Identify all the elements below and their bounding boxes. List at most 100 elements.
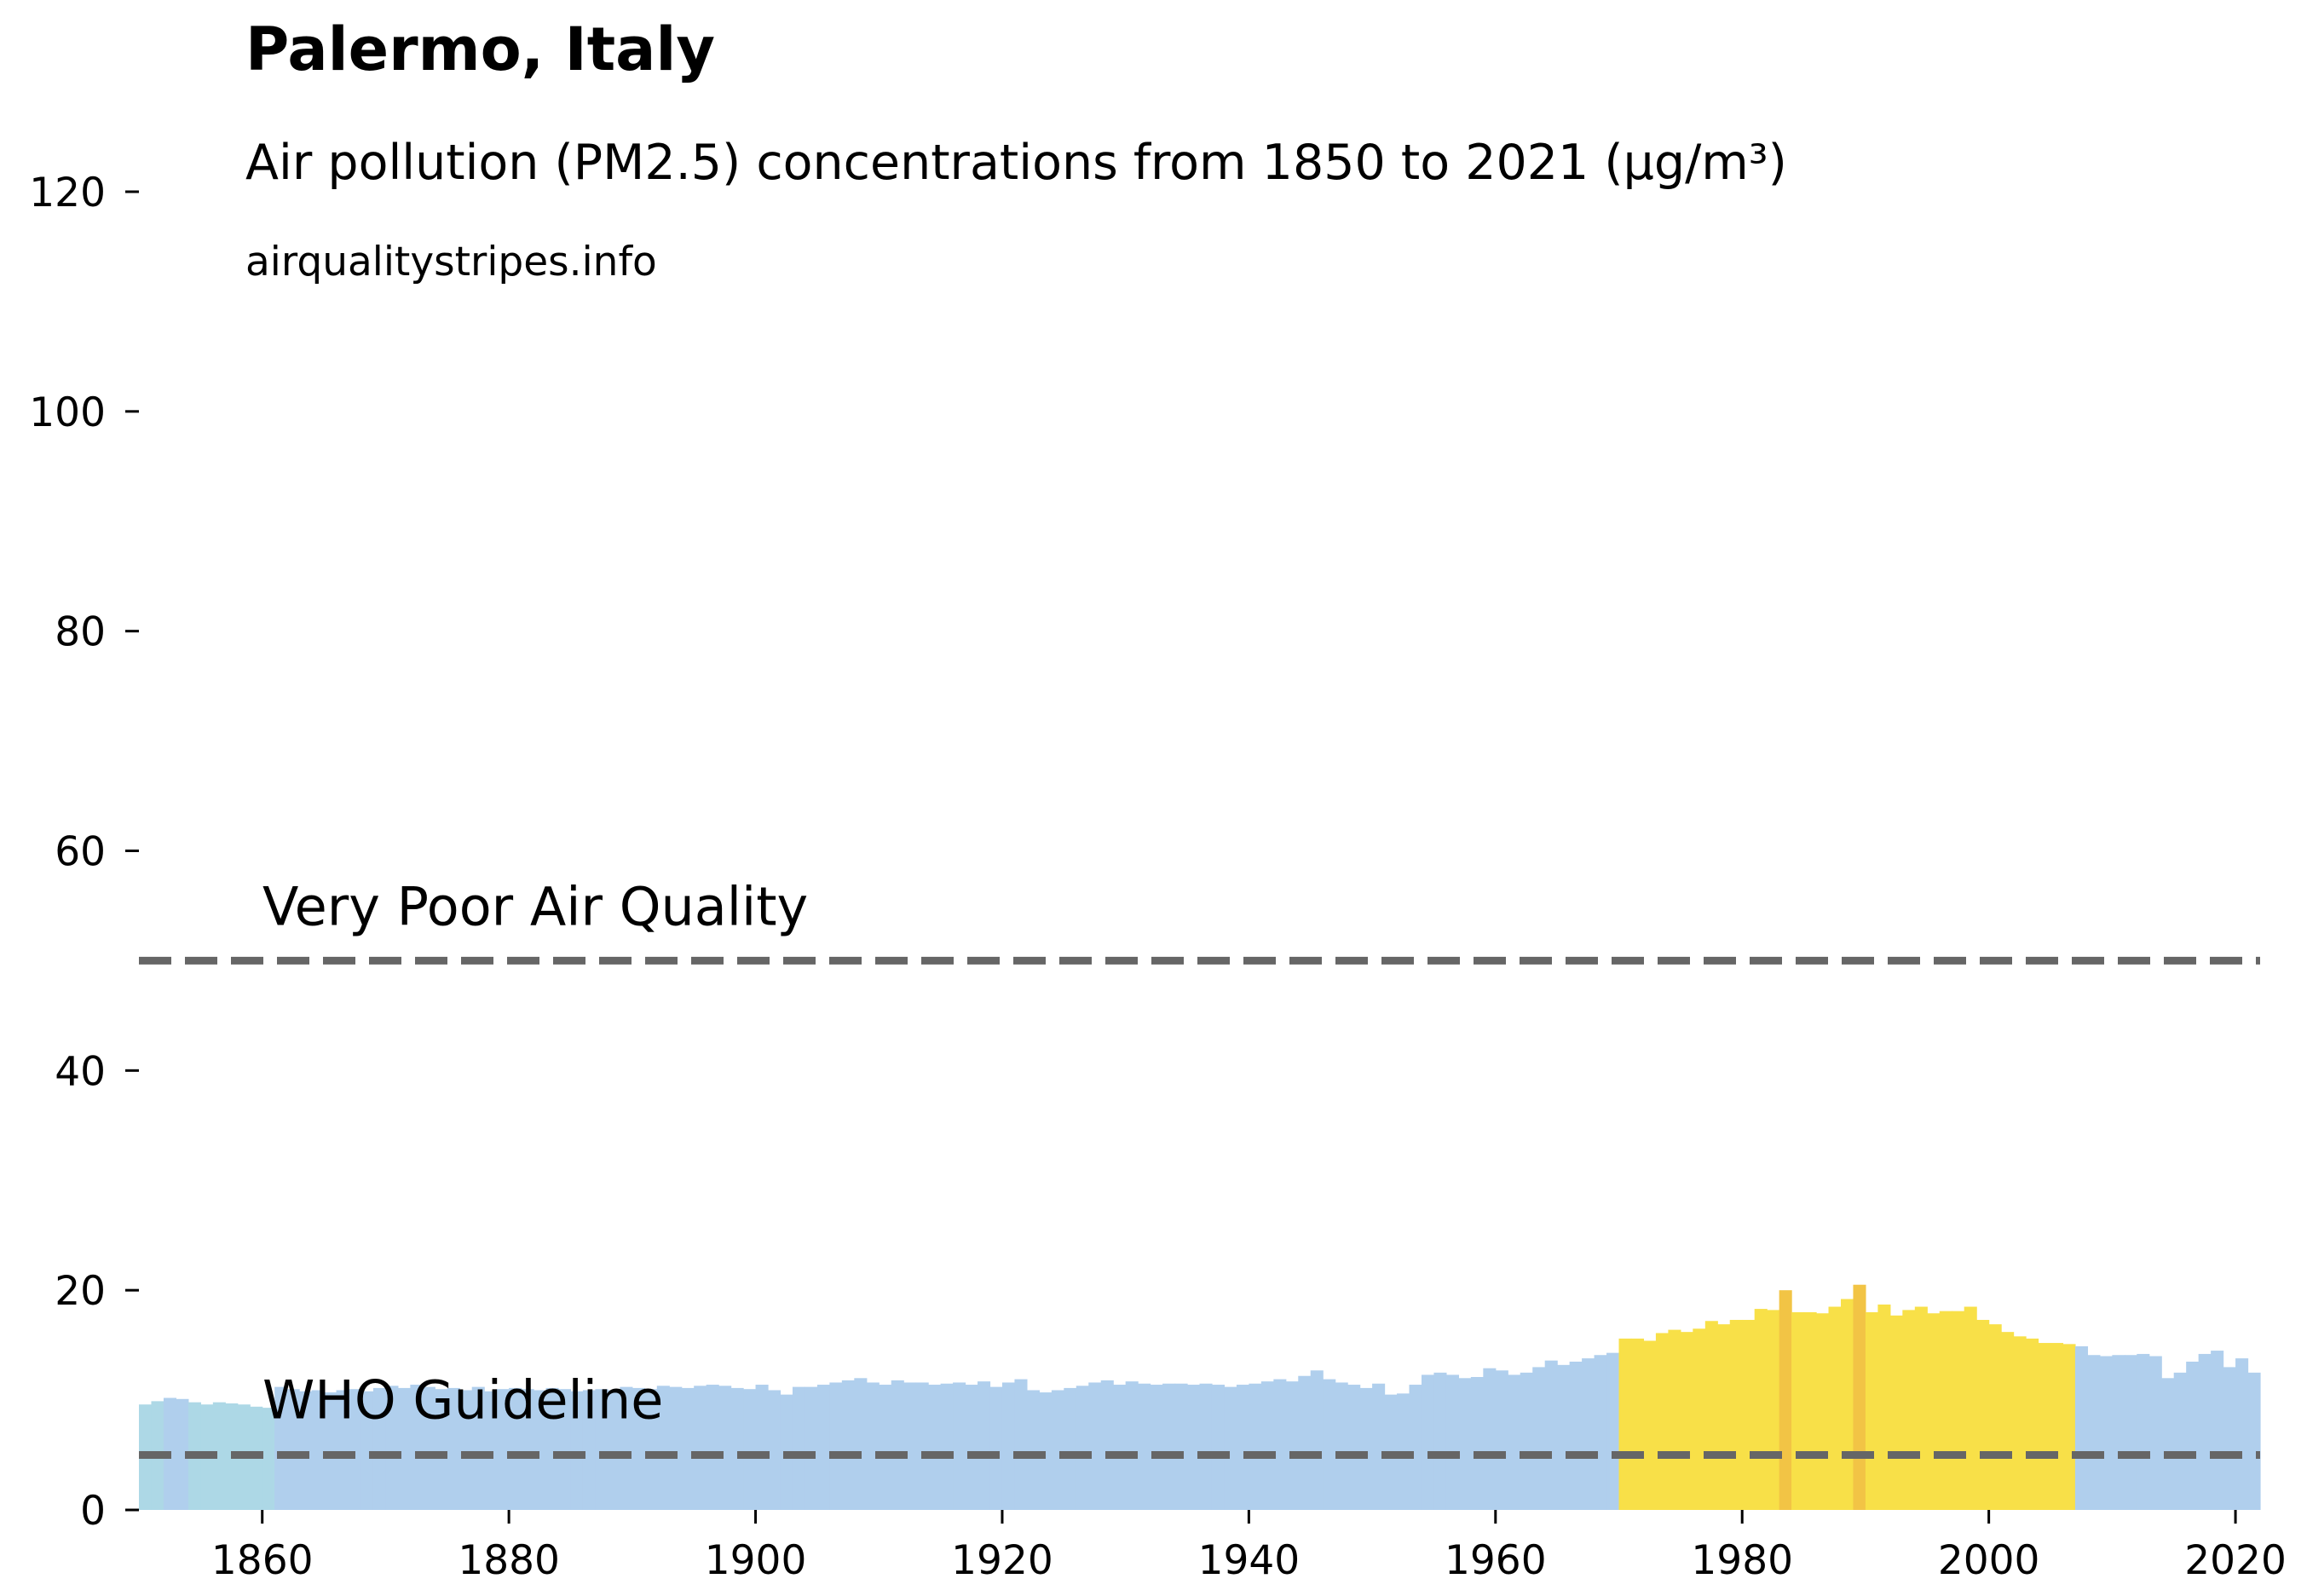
bar-1890 bbox=[632, 1387, 645, 1510]
bar-1874 bbox=[435, 1389, 448, 1510]
y-tick-label-120: 120 bbox=[29, 170, 106, 216]
bar-2015 bbox=[2173, 1372, 2187, 1510]
bar-1920 bbox=[1001, 1382, 1016, 1510]
bar-1971 bbox=[1630, 1338, 1645, 1510]
bar-1943 bbox=[1285, 1381, 1299, 1510]
bar-1933 bbox=[1162, 1383, 1176, 1510]
bar-2009 bbox=[2099, 1356, 2113, 1510]
bar-1990 bbox=[1865, 1311, 1878, 1510]
x-tick-label-1920: 1920 bbox=[951, 1537, 1053, 1584]
bar-1917 bbox=[965, 1385, 978, 1510]
bar-1989 bbox=[1853, 1284, 1866, 1510]
bar-2003 bbox=[2026, 1338, 2039, 1510]
x-tick-label-1880: 1880 bbox=[458, 1537, 560, 1584]
bar-1869 bbox=[372, 1387, 387, 1510]
bar-1860 bbox=[262, 1408, 275, 1510]
bar-1983 bbox=[1779, 1290, 1792, 1510]
bar-1910 bbox=[879, 1385, 892, 1510]
bar-1880 bbox=[509, 1387, 522, 1510]
bar-1913 bbox=[915, 1382, 929, 1510]
x-tick-label-2000: 2000 bbox=[1938, 1537, 2040, 1584]
bar-1911 bbox=[891, 1380, 904, 1510]
bar-1915 bbox=[940, 1383, 954, 1510]
bar-1924 bbox=[1051, 1390, 1064, 1510]
bar-2008 bbox=[2087, 1355, 2101, 1510]
bar-1968 bbox=[1594, 1355, 1607, 1510]
bar-1923 bbox=[1039, 1392, 1053, 1510]
bar-1988 bbox=[1840, 1299, 1854, 1510]
bar-1877 bbox=[471, 1386, 485, 1510]
bar-2002 bbox=[2013, 1336, 2027, 1510]
bar-2016 bbox=[2186, 1361, 2200, 1510]
bar-1992 bbox=[1889, 1315, 1903, 1510]
bar-1898 bbox=[730, 1387, 744, 1510]
bar-1875 bbox=[447, 1387, 460, 1510]
bar-1925 bbox=[1064, 1387, 1077, 1510]
bar-1866 bbox=[336, 1390, 349, 1510]
bar-1873 bbox=[422, 1386, 435, 1510]
bar-1991 bbox=[1877, 1304, 1891, 1510]
bar-1908 bbox=[854, 1378, 868, 1510]
who-guideline-label: WHO Guideline bbox=[262, 1369, 663, 1432]
y-tick-label-20: 20 bbox=[55, 1268, 106, 1315]
reference-lines bbox=[139, 956, 2260, 1460]
bar-2018 bbox=[2211, 1351, 2224, 1510]
bar-1963 bbox=[1532, 1367, 1546, 1510]
bar-1987 bbox=[1828, 1306, 1842, 1510]
bar-1861 bbox=[274, 1386, 288, 1510]
bar-1974 bbox=[1668, 1329, 1681, 1510]
bar-1984 bbox=[1791, 1311, 1805, 1510]
chart-title: Palermo, Italy bbox=[245, 14, 715, 84]
bar-1927 bbox=[1088, 1382, 1102, 1510]
y-tick-label-100: 100 bbox=[29, 389, 106, 436]
bar-2020 bbox=[2235, 1358, 2249, 1510]
x-tick-label-1860: 1860 bbox=[211, 1537, 314, 1584]
y-axis: 0 20 40 60 80 100 120 bbox=[29, 170, 139, 1535]
bar-1912 bbox=[903, 1382, 917, 1510]
bar-1946 bbox=[1323, 1379, 1336, 1510]
bar-1889 bbox=[620, 1386, 633, 1510]
bar-1998 bbox=[1964, 1306, 1977, 1510]
bar-1921 bbox=[1014, 1379, 1028, 1510]
bar-1969 bbox=[1606, 1352, 1620, 1510]
bar-1909 bbox=[866, 1382, 880, 1510]
bar-1886 bbox=[582, 1390, 597, 1510]
bar-1906 bbox=[829, 1382, 843, 1510]
bar-1956 bbox=[1445, 1374, 1459, 1510]
bar-1948 bbox=[1347, 1385, 1361, 1510]
bar-1944 bbox=[1298, 1375, 1312, 1510]
bar-1981 bbox=[1754, 1309, 1768, 1510]
bar-1955 bbox=[1433, 1372, 1447, 1510]
bar-1964 bbox=[1544, 1360, 1558, 1510]
bar-1995 bbox=[1927, 1313, 1941, 1510]
bar-1888 bbox=[607, 1390, 620, 1510]
bar-2014 bbox=[2161, 1378, 2175, 1510]
bar-1977 bbox=[1704, 1321, 1718, 1510]
x-tick-label-1940: 1940 bbox=[1198, 1537, 1301, 1584]
bar-1945 bbox=[1310, 1370, 1324, 1510]
x-tick-label-1980: 1980 bbox=[1691, 1537, 1793, 1584]
bar-2021 bbox=[2247, 1372, 2261, 1510]
bar-1918 bbox=[978, 1381, 991, 1510]
chart-source: airqualitystripes.info bbox=[245, 239, 657, 285]
bar-1965 bbox=[1557, 1364, 1571, 1510]
y-tick-label-80: 80 bbox=[55, 609, 106, 656]
bar-1935 bbox=[1187, 1385, 1201, 1510]
bar-1938 bbox=[1224, 1386, 1237, 1510]
bar-1962 bbox=[1520, 1372, 1533, 1510]
bar-2004 bbox=[2038, 1343, 2051, 1510]
bar-1922 bbox=[1026, 1390, 1040, 1510]
bar-1966 bbox=[1569, 1361, 1583, 1510]
bar-1986 bbox=[1816, 1313, 1830, 1510]
bar-1896 bbox=[706, 1385, 719, 1510]
x-tick-label-1960: 1960 bbox=[1445, 1537, 1547, 1584]
bar-1893 bbox=[669, 1386, 683, 1510]
bar-1871 bbox=[397, 1387, 411, 1510]
bar-1947 bbox=[1335, 1382, 1348, 1510]
bar-1892 bbox=[656, 1386, 670, 1510]
bar-1899 bbox=[743, 1389, 757, 1510]
bar-1939 bbox=[1236, 1385, 1249, 1510]
bar-1914 bbox=[928, 1385, 942, 1510]
x-tick-label-2020: 2020 bbox=[2184, 1537, 2287, 1584]
